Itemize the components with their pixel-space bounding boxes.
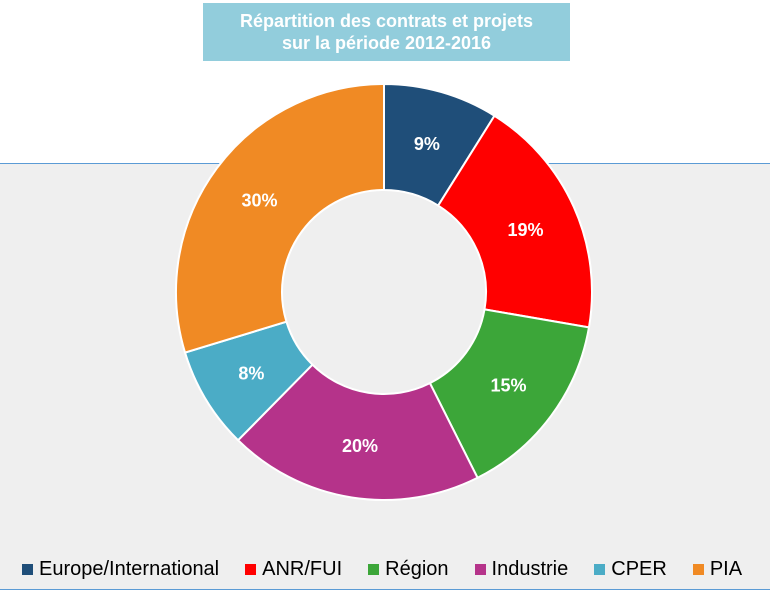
legend-label: Industrie xyxy=(491,557,569,580)
legend-swatch xyxy=(245,563,257,575)
legend-item: PIA xyxy=(692,557,743,581)
donut-slice-industrie xyxy=(236,363,479,501)
legend-swatch xyxy=(22,563,33,575)
slice-data-label: 9% xyxy=(414,134,440,154)
legend-item: ANR/FUI xyxy=(245,558,342,581)
donut-slice-r-gion xyxy=(428,308,591,480)
slice-data-label: 30% xyxy=(241,191,277,211)
legend-label: CPER xyxy=(611,557,667,580)
donut-slice-anr-fui xyxy=(436,114,593,329)
legend-item: Europe/International xyxy=(22,558,219,581)
legend-swatch xyxy=(474,563,486,575)
legend-label: Région xyxy=(385,557,449,580)
legend-swatch xyxy=(368,563,380,575)
chart-legend: Europe/International ANR/FUI Région Industr… xyxy=(22,556,742,582)
slice-data-label: 20% xyxy=(342,436,378,456)
legend-item: Industrie xyxy=(474,557,569,581)
legend-item: Région xyxy=(368,557,449,581)
chart-title-box: Répartition des contrats et projets sur … xyxy=(203,3,570,61)
chart-panel xyxy=(0,163,770,590)
legend-swatch xyxy=(692,563,704,575)
chart-title-line2: sur la période 2012-2016 xyxy=(281,33,492,53)
slice-data-label: 15% xyxy=(491,375,527,395)
chart-title-line1: Répartition des contrats et projets xyxy=(239,11,534,31)
legend-label: ANR/FUI xyxy=(262,557,343,580)
legend-label: Europe/International xyxy=(39,557,220,580)
slice-data-label: 19% xyxy=(508,220,544,240)
slice-data-label: 8% xyxy=(238,363,264,383)
donut-slice-pia xyxy=(175,82,385,354)
legend-swatch xyxy=(594,563,606,575)
legend-label: PIA xyxy=(709,557,743,580)
legend-item: CPER xyxy=(594,558,667,581)
